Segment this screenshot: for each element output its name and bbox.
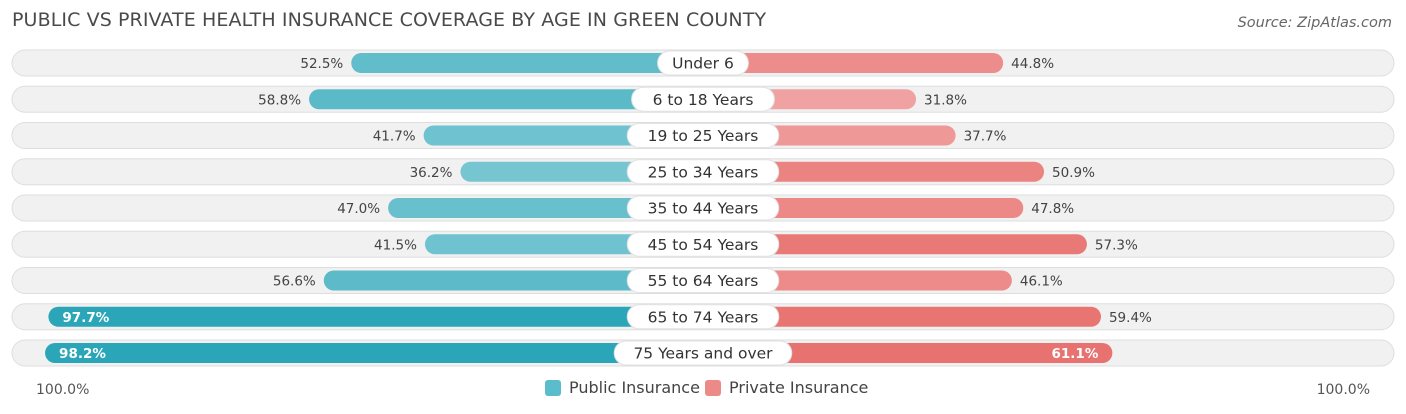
bar-public <box>351 53 703 73</box>
source-credit: Source: ZipAtlas.com <box>1237 15 1392 31</box>
bar-private <box>703 234 1087 255</box>
value-label-public: 97.7% <box>62 310 109 326</box>
value-label-private: 59.4% <box>1109 310 1152 326</box>
bar-public <box>309 89 703 110</box>
value-label-private: 31.8% <box>924 92 967 108</box>
category-label: 25 to 34 Years <box>648 163 759 181</box>
chart-title: PUBLIC VS PRIVATE HEALTH INSURANCE COVER… <box>12 9 767 31</box>
category-label: 19 to 25 Years <box>648 127 759 145</box>
bar-private <box>703 270 1012 291</box>
value-label-public: 52.5% <box>300 56 343 72</box>
bar-private <box>703 198 1024 218</box>
category-label: 35 to 44 Years <box>648 200 759 218</box>
value-label-public: 56.6% <box>273 274 316 290</box>
value-label-public: 98.2% <box>59 346 106 362</box>
category-pill <box>626 123 780 148</box>
category-pill <box>626 195 780 221</box>
category-label: 55 to 64 Years <box>648 272 759 290</box>
value-label-private: 44.8% <box>1011 56 1054 72</box>
category-label: 6 to 18 Years <box>653 91 754 109</box>
bar-private <box>703 343 1113 363</box>
category-pill <box>613 340 793 366</box>
category-pill <box>626 304 780 330</box>
category-pill <box>626 268 780 293</box>
bar-public <box>48 306 704 327</box>
bar-private <box>703 53 1004 73</box>
category-pill <box>631 86 775 112</box>
category-pill <box>657 50 749 76</box>
value-label-private: 37.7% <box>964 129 1007 145</box>
value-label-private: 46.1% <box>1020 274 1063 290</box>
value-label-private: 61.1% <box>1052 346 1099 362</box>
legend-item-private: Private Insurance <box>705 378 868 397</box>
value-label-public: 58.8% <box>258 92 301 108</box>
axis-right-label: 100.0% <box>1316 382 1370 398</box>
value-label-private: 47.8% <box>1031 201 1074 217</box>
value-label-public: 41.7% <box>373 129 416 145</box>
category-label: 45 to 54 Years <box>648 236 759 254</box>
value-label-private: 57.3% <box>1095 237 1138 253</box>
axis-left-label: 100.0% <box>36 382 90 398</box>
category-label: 75 Years and over <box>633 345 773 363</box>
value-label-public: 36.2% <box>410 165 453 181</box>
legend-label-public: Public Insurance <box>569 378 700 397</box>
value-label-private: 50.9% <box>1052 165 1095 181</box>
category-label: Under 6 <box>672 55 734 73</box>
bar-public <box>388 198 703 218</box>
legend-swatch-private <box>705 379 721 396</box>
bar-private <box>703 161 1045 182</box>
legend: Public Insurance Private Insurance <box>0 378 1406 400</box>
bar-private <box>703 306 1101 327</box>
category-label: 65 to 74 Years <box>648 308 759 326</box>
legend-label-private: Private Insurance <box>729 378 869 397</box>
bar-public <box>45 343 704 363</box>
bar-public <box>323 270 703 291</box>
value-label-public: 47.0% <box>337 201 380 217</box>
category-pill <box>626 159 780 185</box>
category-pill <box>626 231 780 257</box>
value-label-public: 41.5% <box>374 237 417 253</box>
legend-item-public: Public Insurance <box>545 378 700 397</box>
legend-swatch-public <box>545 379 561 396</box>
